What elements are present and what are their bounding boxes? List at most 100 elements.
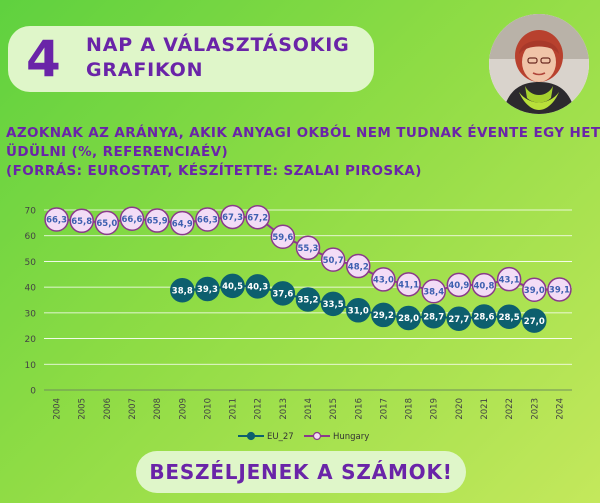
data-point-eu — [446, 306, 472, 332]
data-label-eu: 27,7 — [448, 315, 469, 325]
x-tick-label: 2013 — [279, 398, 289, 420]
x-tick-label: 2024 — [555, 398, 565, 420]
description-line-3: (FORRÁS: EUROSTAT, KÉSZÍTETTE: SZALAI PI… — [6, 163, 422, 179]
data-point-hungary — [270, 224, 296, 249]
data-point-hungary — [44, 207, 69, 232]
x-tick-label: 2009 — [178, 398, 188, 420]
x-tick-label: 2011 — [229, 398, 239, 420]
y-tick-label: 0 — [30, 387, 36, 397]
data-label-hungary: 64,9 — [172, 219, 193, 229]
data-point-hungary — [170, 210, 195, 236]
x-tick-label: 2004 — [53, 398, 63, 420]
data-label-hungary: 66,3 — [197, 216, 218, 226]
data-label-hungary: 43,1 — [499, 275, 520, 285]
x-tick-label: 2012 — [254, 398, 264, 420]
data-point-eu — [195, 276, 220, 302]
legend-label-eu: EU_27 — [267, 432, 294, 442]
data-label-hungary: 40,9 — [448, 281, 469, 291]
footer-banner: BESZÉLJENEK A SZÁMOK! — [136, 451, 466, 493]
legend-marker-eu — [246, 431, 256, 441]
header-title: NAP A VÁLASZTÁSOKIG — [86, 34, 350, 56]
data-point-hungary — [220, 204, 245, 230]
data-label-eu: 29,2 — [373, 311, 394, 321]
days-count: 4 — [26, 30, 61, 88]
data-label-eu: 27,0 — [524, 317, 545, 327]
x-tick-label: 2022 — [505, 398, 515, 420]
line-chart: 0 10 20 30 40 50 60 70 2004 2005 2006 2007 2008 2009 2… — [25, 204, 572, 442]
data-point-eu — [522, 308, 547, 333]
data-point-hungary — [119, 206, 145, 231]
data-point-hungary — [446, 272, 472, 298]
data-point-hungary — [371, 267, 396, 292]
data-label-hungary: 67,3 — [222, 213, 243, 223]
data-label-eu: 33,5 — [323, 300, 344, 310]
data-label-eu: 28,7 — [423, 312, 444, 322]
data-point-hungary — [320, 247, 346, 272]
data-label-eu: 37,6 — [272, 290, 293, 300]
data-point-eu — [371, 302, 396, 328]
description-line-2: ÜDÜLNI (%, REFERENCIAÉV) — [6, 144, 229, 160]
y-tick-label: 20 — [25, 335, 37, 345]
data-point-hungary — [245, 204, 270, 230]
data-point-hungary — [522, 277, 547, 302]
data-point-eu — [396, 305, 421, 331]
x-tick-label: 2015 — [329, 398, 339, 420]
data-point-eu — [496, 304, 522, 329]
series-layer: 38,8 39,3 40,5 40,3 37,6 35,2 33,5 31,0 29,2 28,0… — [44, 204, 572, 333]
header-banner — [8, 26, 374, 92]
data-point-hungary — [346, 253, 371, 279]
x-tick-label: 2008 — [153, 398, 163, 420]
data-label-hungary: 40,8 — [474, 281, 495, 291]
data-point-hungary — [421, 279, 446, 304]
data-label-hungary: 43,0 — [373, 276, 394, 286]
data-label-hungary: 66,3 — [46, 216, 67, 226]
data-point-eu — [471, 304, 497, 329]
data-label-eu: 35,2 — [298, 296, 319, 306]
data-label-hungary: 66,6 — [122, 215, 143, 225]
x-tick-label: 2016 — [354, 398, 364, 420]
data-label-eu: 31,0 — [348, 306, 369, 316]
data-point-eu — [220, 273, 245, 299]
data-label-eu: 28,6 — [474, 313, 495, 323]
data-point-hungary — [94, 210, 120, 236]
y-tick-label: 30 — [25, 309, 37, 319]
avatar — [489, 14, 589, 114]
data-label-hungary: 59,6 — [272, 233, 293, 243]
x-tick-label: 2010 — [203, 398, 213, 420]
data-label-eu: 28,5 — [499, 313, 520, 323]
data-point-eu — [270, 281, 296, 306]
data-label-hungary: 39,1 — [549, 286, 570, 296]
x-tick-label: 2014 — [304, 398, 314, 420]
data-point-hungary — [69, 208, 94, 234]
data-point-eu — [295, 287, 321, 312]
y-tick-label: 10 — [25, 361, 37, 371]
x-tick-label: 2019 — [430, 398, 440, 420]
data-point-eu — [346, 298, 371, 323]
x-tick-label: 2023 — [530, 398, 540, 420]
data-point-eu — [320, 291, 346, 317]
data-point-hungary — [547, 277, 572, 302]
data-label-hungary: 39,0 — [524, 286, 545, 296]
data-point-hungary — [144, 208, 170, 233]
data-label-hungary: 41,1 — [398, 281, 419, 291]
y-tick-label: 70 — [25, 207, 37, 217]
description-line-1: AZOKNAK AZ ARÁNYA, AKIK ANYAGI OKBÓL NEM… — [6, 125, 600, 141]
data-label-hungary: 65,9 — [147, 217, 168, 227]
data-label-eu: 40,5 — [222, 282, 243, 292]
data-label-hungary: 65,0 — [96, 219, 117, 229]
header-subtitle: GRAFIKON — [86, 59, 204, 81]
x-tick-label: 2020 — [455, 398, 465, 420]
x-tick-label: 2018 — [405, 398, 415, 420]
x-tick-label: 2007 — [128, 398, 138, 420]
y-tick-label: 50 — [25, 258, 37, 268]
portrait-photo-icon — [489, 14, 589, 114]
x-tick-label: 2021 — [480, 398, 490, 420]
data-label-hungary: 50,7 — [323, 256, 344, 266]
data-point-eu — [421, 303, 446, 329]
data-label-eu: 39,3 — [197, 285, 218, 295]
data-point-hungary — [195, 207, 220, 232]
x-tick-label: 2005 — [78, 398, 88, 420]
legend-label-hungary: Hungary — [333, 432, 369, 442]
data-point-hungary — [295, 235, 321, 261]
x-tick-label: 2017 — [379, 398, 389, 420]
